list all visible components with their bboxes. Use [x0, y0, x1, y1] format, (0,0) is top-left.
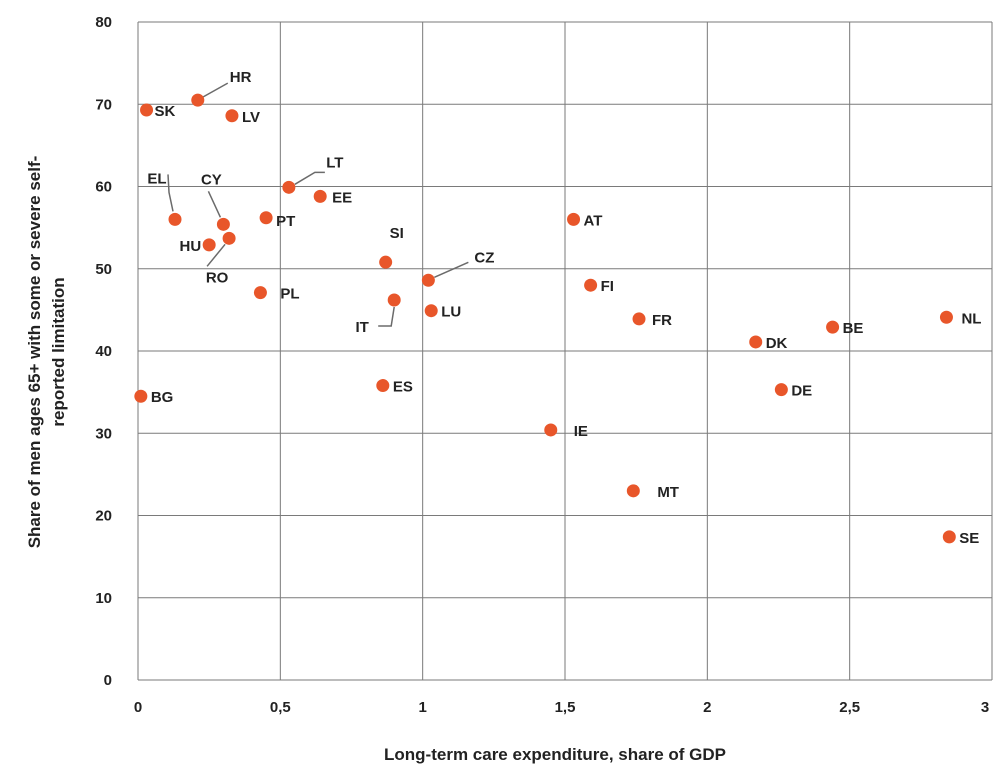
point-ro — [222, 231, 236, 245]
point-cy — [216, 217, 230, 231]
point-nl — [939, 310, 953, 324]
point-fi — [584, 278, 598, 292]
point-hr — [191, 93, 205, 107]
point-label-bg: BG — [151, 389, 174, 406]
leader-line-el — [167, 174, 174, 212]
point-lv — [225, 109, 239, 123]
point-pt — [259, 211, 273, 225]
point-label-at: AT — [584, 212, 603, 229]
point-ie — [544, 423, 558, 437]
leader-line-lt — [294, 171, 325, 185]
point-label-mt: MT — [657, 484, 679, 501]
y-tick-label: 0 — [104, 672, 112, 689]
point-lt — [282, 180, 296, 194]
point-label-de: DE — [791, 383, 812, 400]
data-points — [134, 93, 956, 544]
x-axis-ticks: 0 0,5 1 1,5 2 2,5 3 — [134, 699, 989, 716]
point-be — [826, 320, 840, 334]
y-tick-label: 50 — [95, 261, 112, 278]
point-it — [387, 293, 401, 307]
y-tick-label: 40 — [95, 343, 112, 360]
point-label-it: IT — [356, 319, 369, 336]
point-label-dk: DK — [766, 335, 788, 352]
point-lu — [424, 304, 438, 318]
y-tick-label: 20 — [95, 508, 112, 525]
point-se — [942, 530, 956, 544]
point-ee — [313, 189, 327, 203]
y-tick-label: 30 — [95, 425, 112, 442]
x-tick-label: 0,5 — [270, 699, 291, 716]
point-mt — [626, 484, 640, 498]
point-label-hr: HR — [230, 69, 252, 86]
x-tick-label: 3 — [981, 699, 989, 716]
point-label-fi: FI — [601, 278, 614, 295]
leader-line-it — [378, 306, 395, 327]
point-label-ee: EE — [332, 189, 352, 206]
point-sk — [140, 103, 154, 117]
point-pl — [253, 286, 267, 300]
point-label-nl: NL — [961, 310, 981, 327]
point-label-ie: IE — [574, 423, 588, 440]
x-tick-label: 2,5 — [839, 699, 860, 716]
point-es — [376, 379, 390, 393]
y-axis-title-line-1: Share of men ages 65+ with some or sever… — [25, 156, 44, 549]
point-label-be: BE — [843, 320, 864, 337]
point-de — [774, 383, 788, 397]
x-tick-label: 1,5 — [555, 699, 576, 716]
point-label-lt: LT — [326, 154, 343, 171]
point-cz — [421, 273, 435, 287]
y-axis-title: Share of men ages 65+ with some or sever… — [25, 156, 68, 549]
y-tick-label: 10 — [95, 590, 112, 607]
point-label-fr: FR — [652, 312, 672, 329]
leader-line-hr — [202, 82, 229, 98]
point-at — [567, 212, 581, 226]
point-fr — [632, 312, 646, 326]
leader-line-cz — [434, 261, 469, 278]
grid — [137, 21, 993, 681]
leader-lines — [167, 82, 469, 327]
point-label-pl: PL — [280, 286, 299, 303]
point-label-si: SI — [390, 225, 404, 242]
point-label-se: SE — [959, 530, 979, 547]
x-tick-label: 0 — [134, 699, 142, 716]
point-label-lu: LU — [441, 304, 461, 321]
point-label-cy: CY — [201, 171, 222, 188]
leader-line-cy — [207, 191, 222, 218]
point-label-cz: CZ — [474, 249, 494, 266]
point-hu — [202, 238, 216, 252]
point-label-hu: HU — [179, 238, 201, 255]
point-label-lv: LV — [242, 109, 260, 126]
y-axis-ticks: 0 10 20 30 40 50 60 70 80 — [95, 14, 112, 689]
point-label-pt: PT — [276, 213, 295, 230]
x-tick-label: 1 — [418, 699, 426, 716]
point-label-ro: RO — [206, 269, 229, 286]
x-tick-label: 2 — [703, 699, 711, 716]
y-tick-label: 80 — [95, 14, 112, 31]
point-label-el: EL — [147, 170, 166, 187]
y-axis-title-line-2: reported limitation — [49, 277, 68, 426]
leader-line-ro — [206, 243, 226, 267]
point-dk — [749, 335, 763, 349]
point-el — [168, 212, 182, 226]
x-axis-title: Long-term care expenditure, share of GDP — [384, 745, 726, 764]
point-labels: SK HR LV EL CY HU RO PT LT EE PL SI CZ IT LU ES BG AT FI FR… — [147, 69, 981, 547]
y-tick-label: 60 — [95, 179, 112, 196]
point-si — [379, 255, 393, 269]
y-tick-label: 70 — [95, 96, 112, 113]
point-bg — [134, 389, 148, 403]
point-label-sk: SK — [155, 103, 176, 120]
point-label-es: ES — [393, 379, 413, 396]
